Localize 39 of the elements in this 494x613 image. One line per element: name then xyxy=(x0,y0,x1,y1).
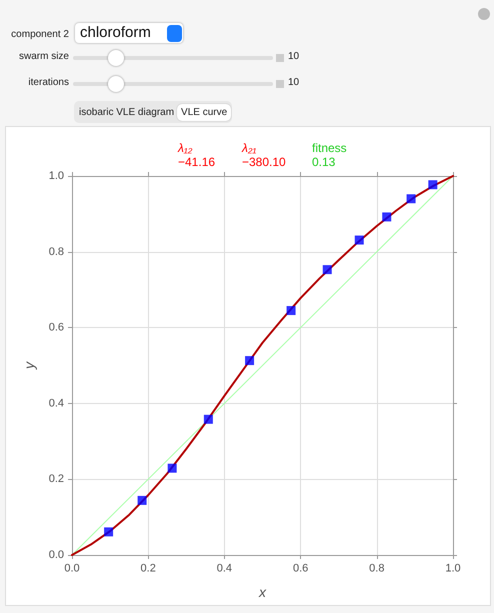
tab-bar: isobaric VLE diagram VLE curve xyxy=(74,101,232,123)
y-tick-label: 1.0 xyxy=(48,170,64,182)
x-axis-title: x xyxy=(258,584,267,600)
text: swarm size xyxy=(18,51,69,62)
point xyxy=(286,306,296,316)
y-tick-label: 0.8 xyxy=(48,246,64,258)
point xyxy=(428,180,438,190)
point xyxy=(322,265,332,274)
tab-button: VLE curve xyxy=(177,104,232,120)
point xyxy=(138,496,147,505)
text: 10 xyxy=(288,77,300,88)
text: 10 xyxy=(288,51,300,62)
text: λ₁₂ xyxy=(178,141,192,155)
x-tick-label: 0.0 xyxy=(64,562,80,574)
y-tick-label: 0.6 xyxy=(48,322,64,334)
text: chloroform xyxy=(80,24,151,41)
point xyxy=(104,527,114,536)
x-tick-label: 0.6 xyxy=(292,562,308,574)
text: fitness xyxy=(312,141,347,155)
text: component 2 xyxy=(11,29,69,40)
y-tick-label: 0.4 xyxy=(48,397,64,410)
y-axis-title: y xyxy=(21,361,37,370)
x-tick-label: 0.8 xyxy=(369,562,384,574)
text: λ₂₁ xyxy=(242,141,256,155)
point xyxy=(245,356,254,366)
x-tick-label: 1.0 xyxy=(445,562,461,574)
point xyxy=(168,464,177,473)
text: −41.16 xyxy=(178,155,216,169)
y-tick-label: 0.0 xyxy=(48,549,64,561)
x-tick-label: 0.4 xyxy=(216,562,232,574)
text: 0.13 xyxy=(312,155,336,169)
point xyxy=(406,194,416,204)
point xyxy=(354,236,364,245)
y-tick-label: 0.2 xyxy=(48,473,64,486)
text: −380.10 xyxy=(242,155,286,169)
text: iterations xyxy=(28,77,69,88)
point xyxy=(382,212,392,222)
x-tick-label: 0.2 xyxy=(140,562,156,574)
point xyxy=(204,414,213,424)
